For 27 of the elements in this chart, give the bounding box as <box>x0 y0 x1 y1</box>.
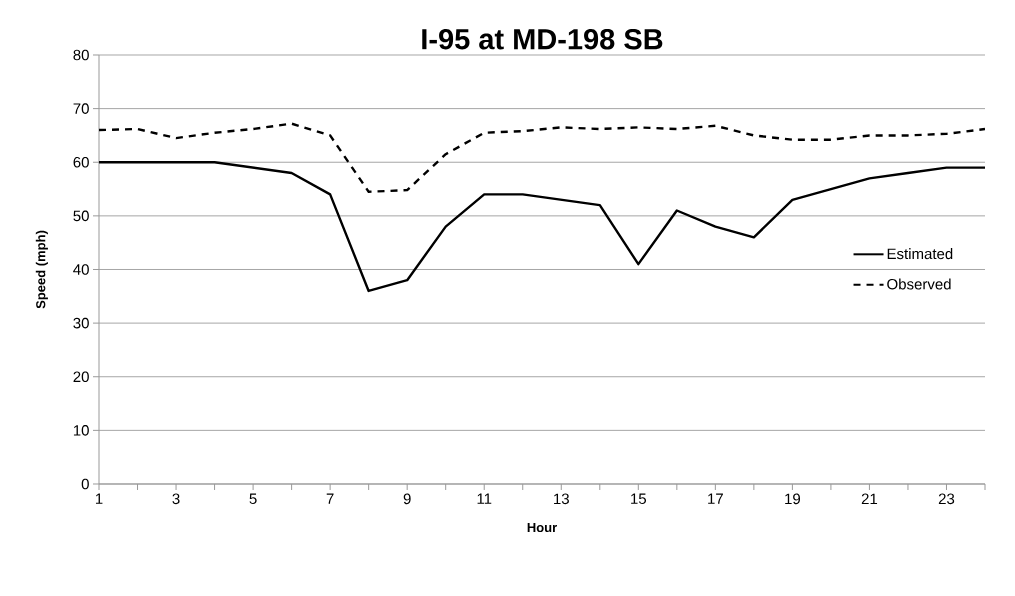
y-tick-label: 60 <box>73 156 89 168</box>
legend-label: Observed <box>887 278 951 290</box>
x-tick-label: 9 <box>403 493 411 505</box>
y-tick-label: 40 <box>73 264 89 275</box>
x-tick-label: 23 <box>938 493 955 505</box>
x-tick-label: 7 <box>326 493 334 504</box>
x-tick-label: 15 <box>631 493 647 504</box>
y-tick-label: 10 <box>73 425 89 436</box>
y-tick-label: 80 <box>73 49 89 61</box>
line-series <box>99 122 985 193</box>
x-tick-label: 11 <box>477 493 492 504</box>
y-tick-label: 70 <box>73 103 89 114</box>
y-axis-title: Speed (mph) <box>35 230 48 309</box>
y-tick-label: 30 <box>73 317 89 329</box>
y-tick-label: 50 <box>73 210 89 222</box>
chart-title: I-95 at MD-198 SB <box>422 28 663 50</box>
x-tick-label: 1 <box>95 493 103 504</box>
y-tick-label: 0 <box>81 478 89 490</box>
legend-label: Estimated <box>887 248 953 260</box>
y-tick-label: 20 <box>73 371 89 383</box>
x-tick-label: 3 <box>172 493 180 505</box>
x-tick-label: 13 <box>554 493 569 505</box>
x-tick-label: 17 <box>708 493 723 504</box>
x-axis-title: Hour <box>527 523 557 533</box>
x-tick-label: 21 <box>861 493 878 504</box>
x-tick-label: 5 <box>249 493 257 504</box>
x-tick-label: 19 <box>785 493 801 505</box>
